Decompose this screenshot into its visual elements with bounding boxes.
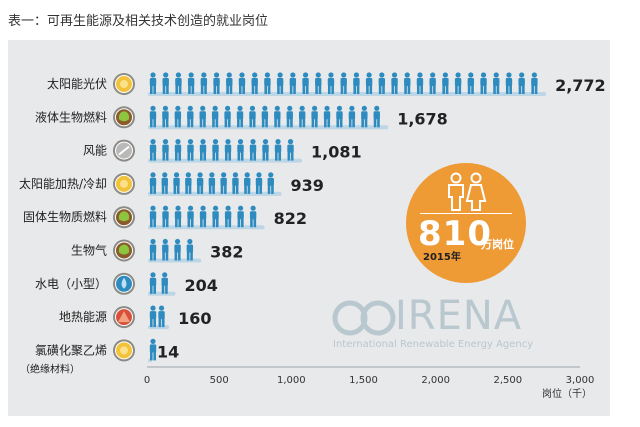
bar (148, 338, 157, 363)
category-label: 氯磺化聚乙烯 (35, 343, 107, 357)
bar (148, 72, 547, 96)
category-label: 太阳能加热/冷却 (19, 176, 107, 191)
total-jobs-year: 2015年 (423, 252, 461, 263)
value-label: 939 (291, 176, 324, 195)
category-label: 地热能源 (59, 310, 107, 324)
irena-logo-icon (332, 300, 396, 336)
bar (148, 105, 389, 130)
x-tick-label: 3,000 (566, 375, 595, 386)
x-tick-label: 2,000 (421, 375, 450, 386)
value-label: 204 (184, 276, 217, 295)
sun-icon (113, 73, 135, 95)
category-note: （绝缘材料） (20, 362, 80, 375)
total-jobs-value: 810 (418, 214, 492, 254)
wind-icon (113, 139, 135, 162)
bar (148, 238, 202, 263)
value-label: 14 (157, 342, 179, 361)
leaf-icon (113, 106, 135, 129)
category-label: 生物气 (71, 243, 107, 258)
bar (148, 205, 265, 230)
bar (148, 172, 282, 196)
badge-divider (420, 213, 512, 214)
value-label: 822 (274, 209, 307, 228)
irena-watermark-name: IRENA (395, 293, 523, 339)
value-label: 382 (210, 243, 243, 262)
x-axis-label: 岗位（千） (542, 387, 592, 400)
bar (148, 272, 176, 296)
sun-icon (113, 172, 135, 195)
water-drop-icon (113, 272, 135, 295)
leaf-icon (113, 206, 135, 229)
total-jobs-unit: 万岗位 (481, 238, 514, 251)
value-label: 2,772 (555, 76, 606, 95)
people-icon (448, 172, 487, 211)
value-label: 1,081 (311, 143, 362, 162)
page-title: 表一：可再生能源及相关技术创造的就业岗位 (8, 14, 269, 29)
total-jobs-badge (406, 163, 526, 283)
x-tick-label: 1,500 (349, 375, 378, 386)
x-tick-label: 500 (210, 375, 229, 386)
category-label: 固体生物质燃料 (23, 209, 107, 224)
x-tick-label: 1,000 (277, 375, 306, 386)
category-label: 水电（小型） (35, 277, 107, 291)
category-label: 太阳能光伏 (47, 76, 107, 91)
bar (148, 139, 303, 163)
triangle-icon (113, 306, 135, 329)
x-tick-label: 0 (144, 375, 150, 386)
leaf-icon (113, 239, 135, 262)
category-label: 液体生物燃料 (35, 109, 107, 124)
x-tick-label: 2,500 (494, 375, 523, 386)
category-label: 风能 (83, 144, 107, 158)
irena-watermark-subtitle: International Renewable Energy Agency (333, 339, 534, 350)
value-label: 160 (178, 309, 211, 328)
bar (148, 305, 170, 330)
value-label: 1,678 (397, 109, 448, 128)
sun-icon (113, 339, 135, 362)
